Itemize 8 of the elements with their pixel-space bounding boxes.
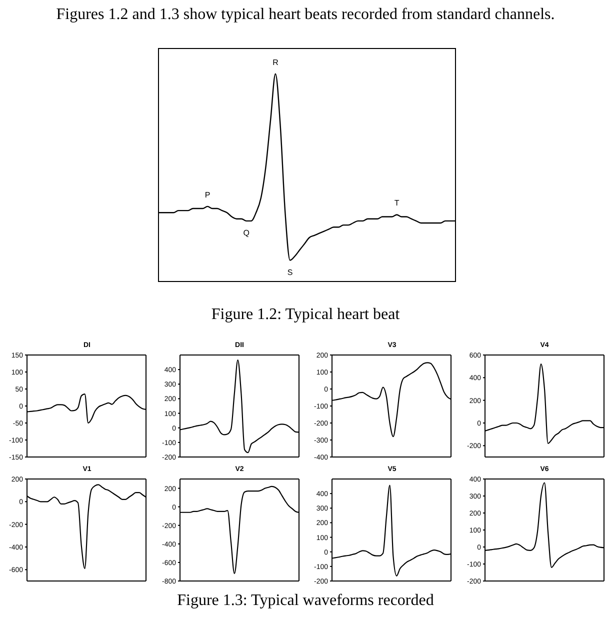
chart-title: Figures 1.2 and 1.3 show typical heart beats recorded from standard channels. [55, 6, 556, 24]
caption: Figure 1.3: Typical waveforms recorded [176, 592, 435, 610]
caption: Figure 1.2: Typical heart beat [210, 306, 401, 324]
annotation: T [394, 198, 400, 208]
annotation: S [287, 268, 293, 277]
annotation: P [204, 190, 210, 200]
annotation: R [272, 58, 279, 67]
annotation: Q [243, 228, 250, 238]
